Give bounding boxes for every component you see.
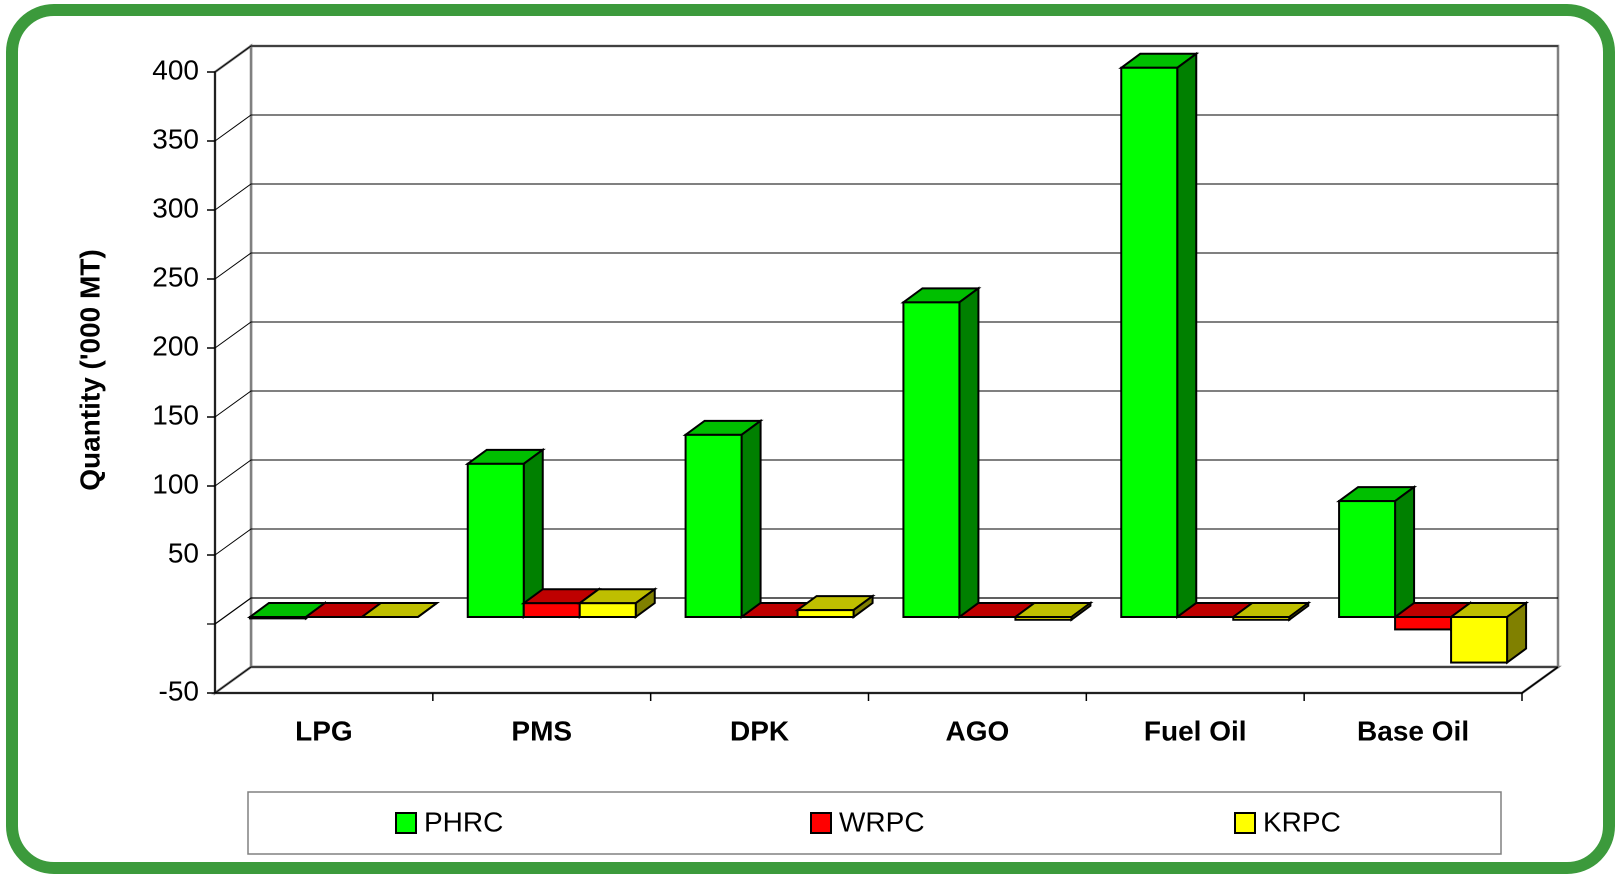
- y-tick-label: -50: [159, 675, 199, 706]
- x-tick-label: Base Oil: [1357, 715, 1469, 746]
- grid-line: [214, 666, 1558, 694]
- y-tick-label: 400: [152, 54, 199, 85]
- y-tick-label: 100: [152, 468, 199, 499]
- bar-side: [1176, 51, 1198, 619]
- y-tick-label: 300: [152, 192, 199, 223]
- x-tick-label: Fuel Oil: [1144, 715, 1247, 746]
- y-tick-label: 200: [152, 330, 199, 361]
- bar: [248, 616, 307, 620]
- x-tick-label: AGO: [946, 715, 1010, 746]
- bar: [466, 462, 525, 618]
- y-axis-title: Quantity ('000 MT): [74, 249, 105, 491]
- bar: [1450, 616, 1509, 664]
- x-tick-label: LPG: [295, 715, 353, 746]
- bar: [796, 609, 855, 618]
- bar: [578, 602, 637, 619]
- floor: [211, 665, 1562, 695]
- y-tick-label: 50: [168, 537, 199, 568]
- y-tick-label: 150: [152, 399, 199, 430]
- bar: [902, 301, 961, 618]
- bar: [1232, 616, 1291, 621]
- legend-swatch: [395, 812, 417, 834]
- bar: [1338, 500, 1397, 618]
- y-tick-label: 250: [152, 261, 199, 292]
- legend: [247, 791, 1502, 855]
- bar: [1394, 616, 1453, 631]
- bar: [1120, 66, 1179, 618]
- bar-side: [417, 602, 438, 618]
- bar-side: [740, 418, 762, 619]
- legend-swatch: [810, 812, 832, 834]
- x-axis-depth: [1521, 666, 1559, 694]
- bar: [1014, 616, 1073, 621]
- legend-label: PHRC: [424, 806, 503, 837]
- bar: [522, 602, 581, 619]
- legend-swatch: [1234, 812, 1256, 834]
- bar-side: [1394, 485, 1416, 619]
- side-wall: [213, 43, 253, 696]
- bar: [684, 433, 743, 618]
- legend-label: WRPC: [839, 806, 925, 837]
- grid-line: [214, 45, 1558, 73]
- bar-side: [958, 286, 980, 619]
- x-tick-label: DPK: [730, 715, 789, 746]
- x-tick-label: PMS: [511, 715, 572, 746]
- legend-label: KRPC: [1263, 806, 1341, 837]
- y-tick-label: 350: [152, 123, 199, 154]
